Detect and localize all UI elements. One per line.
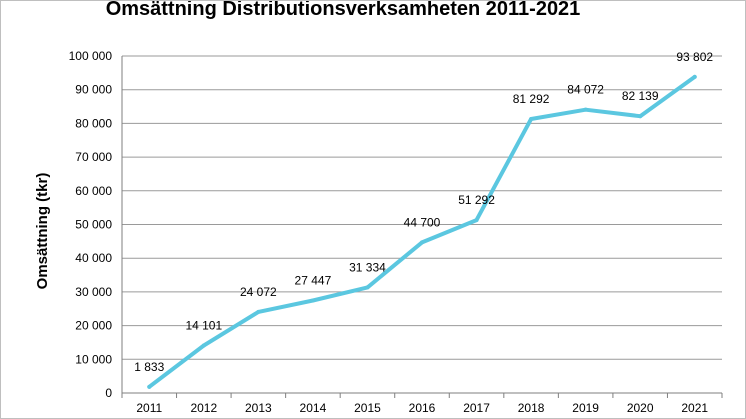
y-tick-label: 30 000: [75, 285, 112, 299]
chart-title: Omsättning Distributionsverksamheten 201…: [106, 1, 581, 20]
x-tick-label: 2012: [190, 401, 217, 415]
x-tick-label: 2011: [136, 401, 162, 415]
data-labels: 1 833 14 101 24 072 27 447 31 334 44 700 51 29…: [134, 50, 713, 374]
y-tick-label: 20 000: [75, 319, 112, 333]
y-tick-label: 50 000: [75, 218, 112, 232]
x-tick-label: 2013: [245, 401, 272, 415]
data-point: [310, 298, 315, 303]
x-tick-label: 2014: [300, 401, 327, 415]
data-point: [692, 74, 697, 79]
x-tick-label: 2021: [681, 401, 708, 415]
x-tick-labels: 2011 2012 2013 2014 2015 2016 2017 2018 2019 2020…: [136, 401, 708, 415]
data-label: 93 802: [676, 50, 713, 64]
data-point: [420, 240, 424, 245]
x-tick-label: 2015: [354, 401, 381, 415]
y-tick-label: 0: [105, 386, 112, 400]
data-label: 81 292: [513, 92, 550, 106]
data-label: 44 700: [404, 215, 441, 229]
data-point: [256, 309, 261, 314]
y-tick-label: 80 000: [75, 116, 112, 130]
y-tick-label: 10 000: [75, 352, 112, 366]
data-label: 1 833: [134, 360, 164, 374]
y-axis-label: Omsättning (tkr): [34, 173, 51, 290]
y-tick-labels: 0 10 000 20 000 30 000 40 000 50 000 60 000 70 …: [69, 49, 113, 400]
data-label: 84 072: [567, 83, 604, 97]
x-tick-label: 2020: [627, 401, 654, 415]
data-label: 14 101: [185, 318, 222, 332]
data-point: [201, 343, 206, 348]
series-omsattning: [147, 74, 697, 389]
x-tick-label: 2018: [518, 401, 545, 415]
data-point: [474, 218, 479, 223]
data-point: [529, 117, 534, 122]
y-tick-label: 40 000: [75, 251, 112, 265]
y-tick-label: 60 000: [75, 184, 112, 198]
y-tick-label: 100 000: [69, 49, 113, 63]
axes: [121, 56, 723, 398]
data-label: 27 447: [295, 274, 332, 288]
y-tick-label: 90 000: [75, 83, 112, 97]
y-tick-label: 70 000: [75, 150, 112, 164]
gridlines: [122, 55, 722, 360]
data-label: 51 292: [458, 193, 495, 207]
x-tick-label: 2019: [572, 401, 599, 415]
x-tick-label: 2016: [409, 401, 436, 415]
data-point: [583, 107, 588, 112]
data-label: 82 139: [622, 89, 659, 103]
data-point: [638, 114, 643, 119]
data-label: 24 072: [240, 285, 277, 299]
data-point: [365, 285, 370, 290]
data-point: [147, 384, 152, 389]
x-tick-label: 2017: [463, 401, 490, 415]
data-label: 31 334: [349, 260, 386, 274]
